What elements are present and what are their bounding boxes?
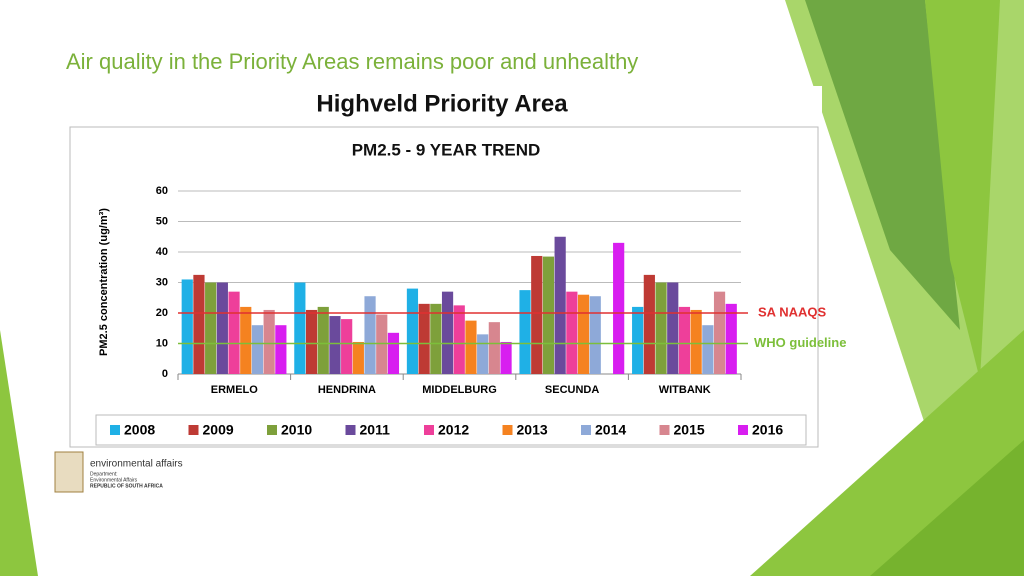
legend-label: 2015 [674, 422, 705, 438]
bar [341, 319, 353, 374]
bar [667, 282, 679, 374]
logo-emblem [54, 451, 84, 493]
y-tick-label: 50 [156, 215, 168, 227]
y-tick-label: 20 [156, 307, 168, 319]
bar [263, 309, 275, 374]
legend-swatch [424, 425, 434, 435]
bar [181, 279, 193, 374]
bar [713, 291, 726, 374]
legend-label: 2010 [281, 422, 312, 438]
bar [500, 341, 512, 374]
x-tick-label: SECUNDA [545, 384, 599, 396]
x-tick-label: WITBANK [659, 384, 711, 396]
bar [376, 314, 388, 374]
legend-swatch [502, 425, 513, 435]
bar [690, 309, 702, 374]
y-tick-label: 0 [162, 368, 168, 380]
bar [632, 306, 644, 374]
bar [228, 291, 240, 374]
decoration [925, 0, 1000, 380]
legend-swatch [738, 425, 748, 435]
bar [216, 282, 228, 374]
legend-swatch [659, 425, 670, 435]
decoration [870, 440, 1024, 576]
bar [205, 282, 217, 374]
bar [589, 296, 601, 374]
logo-line: Environmental Affairs [90, 477, 138, 483]
bar [725, 303, 737, 374]
bar [488, 322, 500, 374]
bar [531, 255, 543, 374]
bar [542, 256, 555, 374]
bar [240, 306, 252, 374]
bar [678, 306, 691, 374]
legend-label: 2012 [438, 422, 469, 438]
logo-line: REPUBLIC OF SOUTH AFRICA [90, 483, 163, 489]
legend-swatch [188, 425, 199, 435]
bar [430, 303, 442, 374]
legend-swatch [345, 425, 356, 435]
bar [613, 242, 625, 374]
bar [352, 341, 364, 374]
legend-label: 2008 [124, 422, 155, 438]
slide-title: Air quality in the Priority Areas remain… [66, 49, 638, 74]
bar [387, 332, 400, 374]
subtitle: Highveld Priority Area [316, 90, 568, 117]
decoration [805, 0, 960, 330]
y-tick-label: 30 [156, 276, 168, 288]
bar [275, 325, 287, 374]
legend-label: 2009 [203, 422, 234, 438]
y-tick-label: 40 [156, 246, 168, 258]
legend-swatch [581, 425, 591, 435]
bar [577, 294, 590, 374]
chart-title: PM2.5 - 9 YEAR TREND [352, 140, 541, 159]
y-axis-label: PM2.5 concentration (ug/m³) [98, 208, 110, 356]
bar [305, 309, 318, 374]
bar [519, 290, 531, 374]
logo-line: Department: [90, 471, 118, 477]
bar [193, 274, 205, 374]
legend-label: 2016 [752, 422, 783, 438]
reference-label: SA NAAQS [758, 304, 826, 319]
bar [702, 325, 714, 374]
x-tick-label: MIDDELBURG [422, 384, 497, 396]
x-tick-label: HENDRINA [318, 384, 376, 396]
bar [406, 288, 419, 374]
legend-label: 2014 [595, 422, 626, 438]
bar [251, 325, 264, 374]
decoration [0, 330, 38, 576]
bar [643, 274, 655, 374]
bar [317, 306, 329, 374]
bar [477, 334, 489, 374]
legend-swatch [267, 425, 277, 435]
y-tick-label: 10 [156, 337, 168, 349]
bar [364, 296, 376, 374]
legend-label: 2013 [517, 422, 548, 438]
y-tick-label: 60 [156, 185, 168, 197]
reference-label: WHO guideline [754, 335, 846, 350]
bar [554, 236, 566, 374]
legend-label: 2011 [360, 422, 391, 438]
legend-frame [95, 414, 807, 446]
bar [441, 291, 454, 374]
bar [329, 316, 341, 374]
bar [418, 303, 430, 374]
logo-name: environmental affairs [90, 459, 183, 470]
legend-swatch [110, 425, 120, 435]
bar [566, 291, 578, 374]
bar [294, 282, 306, 374]
bar [655, 282, 667, 374]
bar [465, 320, 477, 374]
x-tick-label: ERMELO [211, 384, 259, 396]
bar [453, 305, 465, 374]
